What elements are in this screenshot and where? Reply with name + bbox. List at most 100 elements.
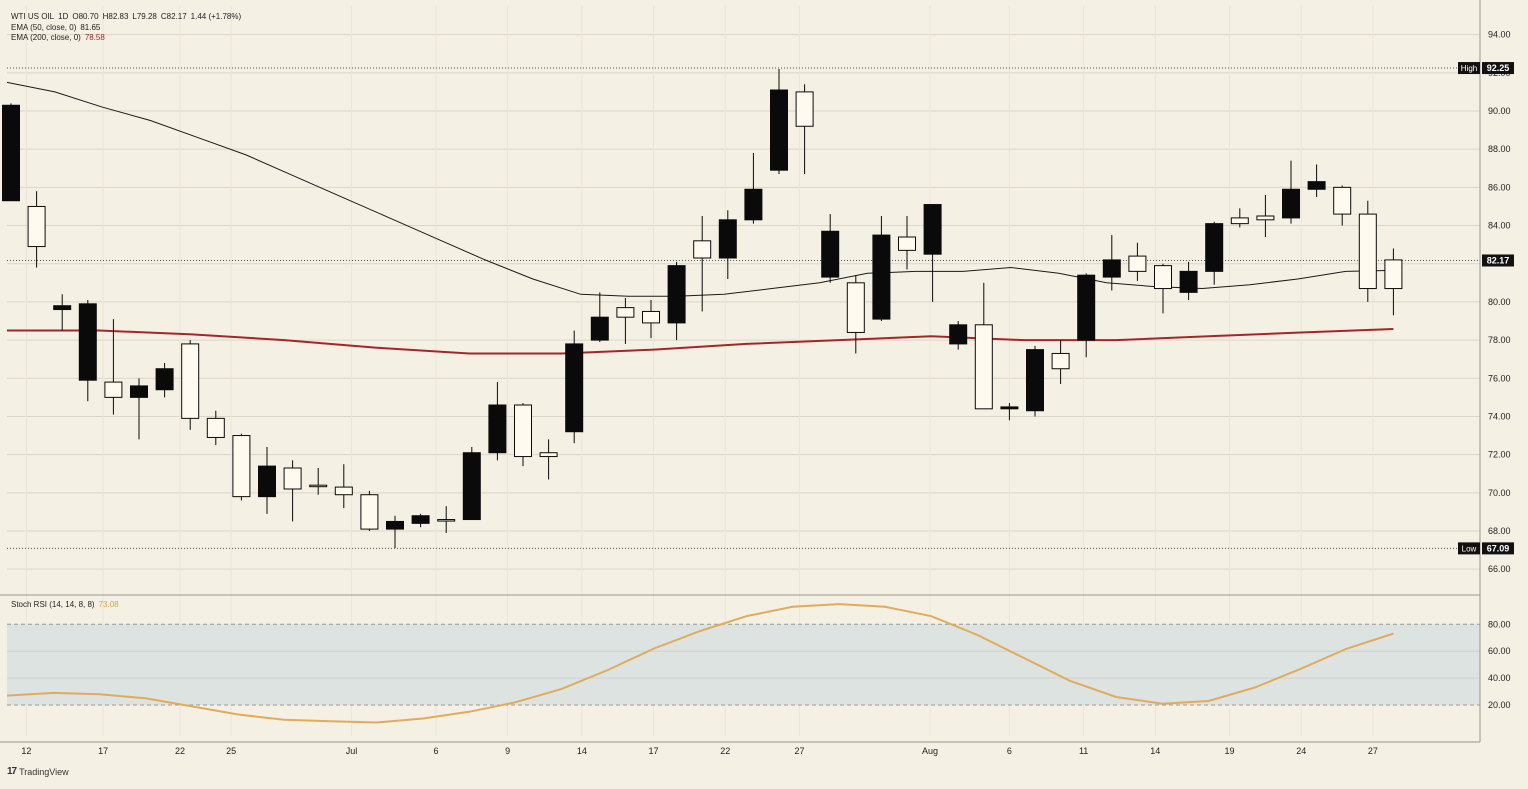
- candle: [411, 513, 430, 528]
- candle-body: [821, 230, 840, 278]
- candle: [130, 378, 148, 440]
- time-tick-label: 22: [175, 746, 185, 756]
- candle-body: [1256, 215, 1275, 221]
- price-tick-label: 88.00: [1488, 144, 1511, 154]
- candle-body: [155, 368, 174, 391]
- price-tick-label: 74.00: [1488, 411, 1511, 421]
- price-tick-label: 90.00: [1488, 106, 1511, 116]
- candle-body: [949, 324, 968, 345]
- candle: [1102, 235, 1121, 291]
- candle-body: [514, 404, 532, 458]
- open-value: O80.70: [72, 12, 99, 21]
- candle: [334, 464, 353, 509]
- candle: [514, 403, 532, 467]
- candle: [2, 103, 20, 202]
- candle: [770, 69, 788, 174]
- stoch-rsi-pane: [6, 603, 1480, 724]
- candle: [258, 447, 276, 514]
- candle-body: [1205, 223, 1224, 272]
- time-tick-label: 17: [98, 746, 108, 756]
- candle-body: [27, 205, 46, 248]
- candle: [898, 216, 916, 270]
- candle: [1000, 403, 1019, 421]
- symbol-legend[interactable]: WTI US OIL 1D O80.70 H82.83 L79.28 C82.17 1.44…: [11, 11, 245, 22]
- candle: [821, 214, 840, 283]
- candle-body: [667, 265, 686, 324]
- ema200-legend[interactable]: EMA (200, close, 0) 78.58: [11, 32, 109, 43]
- tradingview-brand[interactable]: 17 TradingView: [7, 766, 69, 777]
- candle-body: [744, 188, 763, 221]
- candle: [232, 433, 251, 501]
- candle: [1282, 160, 1300, 224]
- candle: [1026, 345, 1044, 417]
- candle: [693, 216, 712, 312]
- candle-body: [206, 417, 225, 438]
- time-tick-label: 6: [1007, 746, 1012, 756]
- time-tick-label: 27: [1368, 746, 1378, 756]
- candle: [974, 282, 993, 410]
- candle: [1384, 248, 1403, 316]
- candle-body: [78, 303, 97, 381]
- candle: [78, 300, 97, 402]
- candle: [590, 292, 609, 342]
- ema50-value: 81.65: [80, 23, 101, 32]
- candle: [181, 340, 200, 430]
- low-marker-label: Low: [1462, 544, 1477, 553]
- time-tick-label: 11: [1079, 746, 1088, 756]
- candle-body: [309, 484, 328, 488]
- time-tick-label: 25: [226, 746, 236, 756]
- price-tick-label: 78.00: [1488, 335, 1511, 345]
- candle: [1307, 164, 1326, 197]
- candle: [27, 191, 46, 268]
- time-tick-label: 14: [577, 746, 587, 756]
- candle-body: [1128, 255, 1147, 272]
- time-axis: 12 17 22 25 Jul 6 9 14 17 22 27 Aug 6 11 14 19 24 27: [21, 746, 1378, 756]
- candle-body: [1026, 349, 1044, 412]
- low-marker-label-bg: [1458, 542, 1480, 555]
- time-tick-label: 24: [1296, 746, 1306, 756]
- candle-body: [846, 282, 865, 333]
- stoch-band: [7, 624, 1480, 706]
- time-tick-label: 22: [720, 746, 730, 756]
- ema50-legend[interactable]: EMA (50, close, 0) 81.65: [11, 22, 104, 33]
- candle: [1256, 195, 1275, 237]
- ema200-label: EMA (200, close, 0): [11, 33, 81, 42]
- candles: [2, 69, 1403, 549]
- candle: [616, 298, 635, 344]
- candle: [206, 410, 225, 446]
- candle: [462, 447, 481, 521]
- grid: [7, 6, 1480, 736]
- price-tick-label: 66.00: [1488, 564, 1511, 574]
- brand-name: TradingView: [19, 766, 69, 777]
- candle-body: [104, 381, 123, 398]
- ema200-line: [7, 328, 1394, 355]
- high-marker-label: High: [1461, 64, 1477, 73]
- low-value: L79.28: [132, 12, 157, 21]
- candle-body: [232, 435, 251, 498]
- change-value: 1.44 (+1.78%): [190, 12, 242, 21]
- interval-label: 1D: [58, 12, 69, 21]
- candle-body: [693, 240, 712, 259]
- candle: [360, 490, 379, 531]
- candle: [1205, 221, 1224, 285]
- candle-body: [283, 467, 302, 490]
- candle-body: [130, 385, 148, 398]
- price-tick-label: 84.00: [1488, 221, 1511, 231]
- stoch-tick-label: 60.00: [1488, 646, 1511, 656]
- ema200-value: 78.58: [84, 33, 105, 42]
- candle-body: [1154, 265, 1172, 290]
- stoch-legend[interactable]: Stoch RSI (14, 14, 8, 8) 73.08: [11, 599, 123, 610]
- candle-body: [718, 219, 737, 259]
- price-tick-label: 72.00: [1488, 450, 1511, 460]
- candle-body: [181, 343, 200, 419]
- time-tick-label: 12: [21, 746, 31, 756]
- candle-body: [437, 519, 456, 522]
- candle: [155, 363, 174, 398]
- time-tick-label: Jul: [346, 746, 358, 756]
- candle-body: [974, 324, 993, 410]
- tradingview-logo-icon: 17: [7, 766, 17, 777]
- candle-body: [1307, 181, 1326, 190]
- ema50-label: EMA (50, close, 0): [11, 23, 77, 32]
